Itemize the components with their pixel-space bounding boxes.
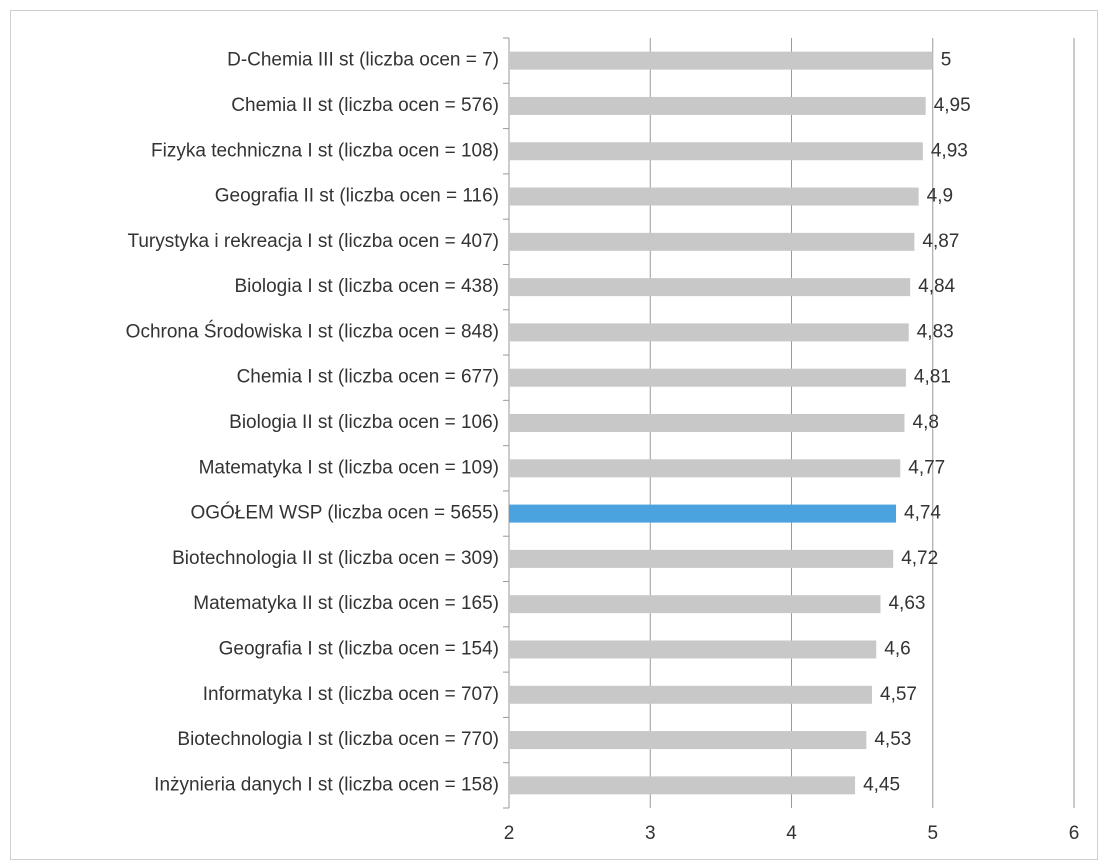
data-label: 4,87 [922, 231, 959, 252]
data-label: 4,95 [934, 95, 971, 116]
data-label: 4,63 [888, 593, 925, 614]
data-label: 4,93 [931, 140, 968, 161]
category-label: Biologia I st (liczba ocen = 438) [234, 276, 499, 297]
data-label: 4,6 [884, 638, 910, 659]
bar [509, 187, 919, 206]
bar [509, 323, 909, 342]
bar [509, 368, 906, 387]
category-label: Matematyka II st (liczba ocen = 165) [193, 593, 499, 614]
category-label: Ochrona Środowiska I st (liczba ocen = 8… [126, 320, 499, 342]
bar [509, 595, 881, 614]
x-tick-label: 5 [927, 823, 938, 844]
data-label: 4,57 [880, 684, 917, 705]
x-tick-label: 6 [1069, 823, 1080, 844]
data-label: 4,72 [901, 548, 938, 569]
category-label: D-Chemia III st (liczba ocen = 7) [227, 50, 499, 71]
bar [509, 685, 873, 704]
bar [509, 51, 933, 70]
bar [509, 640, 877, 659]
x-tick-label: 4 [786, 823, 797, 844]
data-label: 4,81 [914, 367, 951, 388]
bar [509, 96, 926, 115]
category-label: Chemia I st (liczba ocen = 677) [237, 367, 499, 388]
data-label: 4,74 [904, 503, 941, 524]
data-label: 4,77 [908, 457, 945, 478]
bar [509, 776, 856, 795]
category-label: Geografia II st (liczba ocen = 116) [215, 186, 499, 207]
category-label: OGÓŁEM WSP (liczba ocen = 5655) [190, 502, 499, 524]
bar-chart: D-Chemia III st (liczba ocen = 7) 5 Chemia… [126, 37, 1080, 844]
data-label: 4,45 [863, 774, 900, 795]
category-label: Informatyka I st (liczba ocen = 707) [203, 684, 499, 705]
bar [509, 278, 911, 297]
bar-highlight [509, 504, 897, 523]
data-label: 5 [941, 50, 952, 71]
data-label: 4,83 [917, 321, 954, 342]
data-label: 4,53 [874, 729, 911, 750]
x-tick-label: 3 [645, 823, 656, 844]
bar [509, 414, 905, 432]
data-label: 4,84 [918, 276, 955, 297]
category-label: Inżynieria danych I st (liczba ocen = 15… [154, 774, 499, 795]
category-label: Biologia II st (liczba ocen = 106) [229, 412, 499, 433]
category-label: Chemia II st (liczba ocen = 576) [231, 95, 499, 116]
bar [509, 731, 867, 750]
data-label: 4,9 [927, 186, 953, 207]
x-tick-label: 2 [504, 823, 515, 844]
category-label: Biotechnologia II st (liczba ocen = 309) [172, 548, 499, 569]
category-label: Biotechnologia I st (liczba ocen = 770) [177, 729, 499, 750]
bar [509, 142, 923, 161]
bar [509, 232, 915, 251]
chart-frame: D-Chemia III st (liczba ocen = 7) 5 Chemia… [10, 10, 1098, 860]
bar [509, 549, 894, 568]
category-label: Fizyka techniczna I st (liczba ocen = 10… [151, 140, 499, 161]
category-label: Turystyka i rekreacja I st (liczba ocen … [127, 231, 499, 252]
bar [509, 459, 901, 478]
category-label: Matematyka I st (liczba ocen = 109) [199, 457, 499, 478]
data-label: 4,8 [913, 412, 939, 433]
category-label: Geografia I st (liczba ocen = 154) [219, 638, 499, 659]
